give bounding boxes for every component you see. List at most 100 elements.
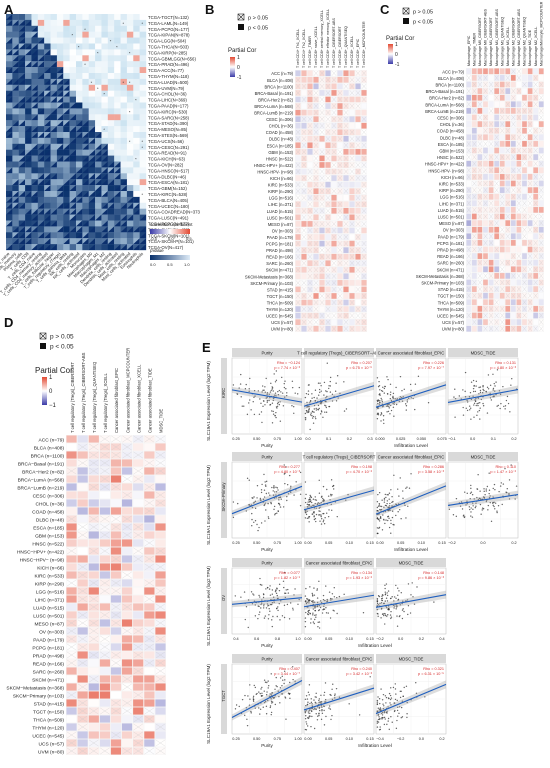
heatmap-cell: [472, 273, 477, 279]
data-point: [397, 710, 398, 711]
row-label: TCGA-ACC(N=77): [148, 68, 184, 73]
x-axis-label: Infiltration Level: [394, 547, 428, 553]
heatmap-cell: [295, 83, 300, 89]
heatmap-cell: [355, 300, 360, 306]
heatmap-cell: [25, 173, 32, 179]
data-point: [392, 396, 393, 397]
heatmap-cell: [63, 126, 70, 132]
heatmap-cell: [100, 723, 111, 730]
data-point: [315, 702, 316, 703]
panel-b-label: B: [205, 2, 214, 17]
heatmap-cell: [77, 555, 88, 562]
heatmap-cell: [155, 435, 166, 442]
x-tick-label: 0.8: [275, 637, 280, 641]
data-point: [271, 487, 272, 488]
heatmap-cell: [44, 55, 51, 61]
heatmap-cell: [89, 523, 100, 530]
heatmap-cell: [133, 707, 144, 714]
heatmap-cell: [511, 253, 516, 259]
heatmap-cell: [108, 156, 115, 162]
data-point: [274, 415, 275, 416]
data-point: [323, 599, 324, 600]
heatmap-cell: [522, 101, 527, 107]
row-label: TCGA-LAML(N=149): [148, 21, 189, 26]
heatmap-cell: [133, 683, 144, 690]
heatmap-cell: [343, 90, 348, 96]
heatmap-cell: [319, 241, 324, 247]
heatmap-cell: [307, 313, 312, 319]
heatmap-cell: [466, 181, 471, 187]
heatmap-cell: [133, 675, 144, 682]
heatmap-cell: [522, 319, 527, 325]
heatmap-cell: [25, 144, 32, 150]
heatmap-cell: [127, 209, 134, 215]
rho-annotation: Rho = 0.207: [351, 361, 372, 365]
legend-box-lt: [238, 24, 244, 30]
data-point: [503, 406, 504, 407]
heatmap-cell: [494, 227, 499, 233]
heatmap-cell: [522, 293, 527, 299]
heatmap-cell: [337, 221, 342, 227]
heatmap-cell: [100, 739, 111, 746]
heatmap-cell: [528, 141, 533, 147]
data-point: [319, 493, 320, 494]
data-point: [504, 408, 505, 409]
heatmap-cell: [489, 68, 494, 74]
heatmap-cell: [319, 214, 324, 220]
heatmap-cell: [100, 443, 111, 450]
heatmap-cell: [44, 191, 51, 197]
heatmap-cell: [25, 162, 32, 168]
heatmap-cell: [82, 32, 89, 38]
heatmap-cell: [472, 194, 477, 200]
data-point: [312, 593, 313, 594]
heatmap-cell: [466, 266, 471, 272]
data-point: [277, 487, 278, 488]
x-tick-label: 0.75: [274, 541, 281, 545]
row-label: BRCA-Her2 (n=82): [258, 97, 293, 102]
heatmap-cell: [295, 97, 300, 103]
heatmap-cell: [483, 174, 488, 180]
row-label: TCGA-PAAD(N=177): [148, 104, 189, 109]
heatmap-cell: [466, 299, 471, 305]
heatmap-cell: [100, 459, 111, 466]
rho-annotation: Rho = 0.321: [423, 667, 444, 671]
heatmap-cell: [361, 169, 366, 175]
heatmap-cell: [528, 121, 533, 127]
heatmap-cell: [111, 443, 122, 450]
data-point: [259, 578, 260, 579]
data-point: [279, 584, 280, 585]
heatmap-cell: [528, 280, 533, 286]
row-label: ESCA (n=185): [438, 142, 465, 147]
data-point: [390, 618, 391, 619]
row-label: BRCA-Her2 (n=82): [429, 96, 464, 101]
data-point: [276, 370, 277, 371]
heatmap-cell: [516, 220, 521, 226]
data-point: [275, 412, 276, 413]
data-point: [479, 410, 480, 411]
heatmap-cell: [51, 67, 58, 73]
data-point: [496, 512, 497, 513]
heatmap-cell: [57, 26, 64, 32]
heatmap-cell: [466, 306, 471, 312]
heatmap-cell: [489, 220, 494, 226]
heatmap-cell: [66, 451, 77, 458]
data-point: [327, 362, 328, 363]
heatmap-cell: [57, 126, 64, 132]
heatmap-cell: [108, 108, 115, 114]
heatmap-cell: [133, 167, 140, 173]
data-point: [308, 600, 309, 601]
data-point: [308, 517, 309, 518]
heatmap-cell: [483, 161, 488, 167]
heatmap-cell: [133, 144, 140, 150]
heatmap-cell: [155, 595, 166, 602]
legend-tick: 0: [395, 52, 398, 58]
heatmap-cell: [528, 154, 533, 160]
data-point: [390, 716, 391, 717]
heatmap-cell: [337, 254, 342, 260]
data-point: [378, 381, 379, 382]
x-tick-label: 0.2: [511, 437, 516, 441]
heatmap-cell: [95, 226, 102, 232]
row-label: TCGA-CESC(N=291): [148, 145, 190, 150]
heatmap-cell: [355, 155, 360, 161]
heatmap-cell: [483, 233, 488, 239]
